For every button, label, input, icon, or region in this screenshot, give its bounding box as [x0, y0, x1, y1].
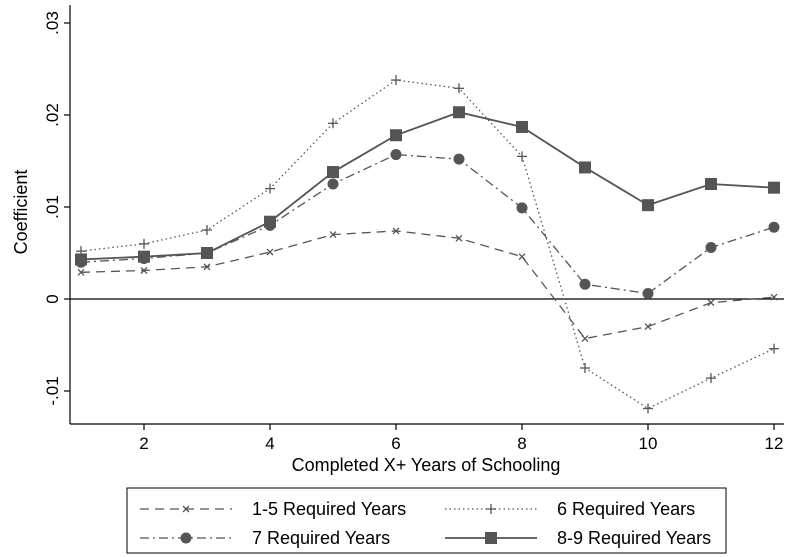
data-point — [707, 299, 715, 307]
data-point — [327, 178, 339, 190]
series-line — [80, 230, 775, 340]
y-tick-label: .01 — [43, 195, 62, 219]
y-tick-label: 0 — [43, 294, 62, 303]
data-point — [517, 151, 527, 162]
data-point — [768, 181, 780, 194]
data-point — [266, 248, 274, 256]
x-axis: 2 4 6 8 10 12 — [139, 424, 783, 453]
x-tick-label: 4 — [265, 434, 274, 453]
legend-label: 7 Required Years — [252, 528, 390, 548]
legend-entry: 6 Required Years — [445, 499, 695, 519]
series-line — [80, 79, 775, 410]
data-point — [453, 153, 465, 165]
x-axis-title: Completed X+ Years of Schooling — [292, 455, 561, 475]
legend-marker — [485, 532, 497, 544]
data-point — [203, 263, 211, 271]
data-point — [139, 238, 149, 249]
x-tick-label: 6 — [391, 434, 400, 453]
data-point — [579, 161, 591, 174]
data-point — [644, 323, 652, 331]
data-point — [579, 278, 591, 290]
legend-entry: 1-5 Required Years — [140, 499, 406, 519]
data-point — [454, 83, 464, 94]
data-point — [264, 215, 276, 228]
y-tick-label: .02 — [43, 103, 62, 127]
legend-marker — [182, 505, 190, 513]
data-point — [138, 250, 150, 263]
data-point — [642, 287, 654, 299]
data-point — [391, 75, 401, 86]
y-axis: -.01 0 .01 .02 .03 — [43, 11, 70, 406]
data-point — [705, 241, 717, 253]
data-point — [140, 267, 148, 274]
y-axis-title: Coefficient — [11, 170, 31, 255]
legend-marker — [486, 504, 496, 514]
series-line — [80, 153, 775, 295]
data-point — [327, 166, 339, 179]
legend-entry: 8-9 Required Years — [445, 528, 711, 548]
data-point — [642, 199, 654, 212]
data-point — [769, 343, 779, 354]
legend-label: 8-9 Required Years — [557, 528, 711, 548]
data-point — [580, 363, 590, 373]
plot-frame — [69, 5, 784, 425]
data-point — [328, 118, 338, 129]
data-point — [202, 225, 212, 235]
y-tick-label: .03 — [43, 11, 62, 35]
series-square — [75, 106, 780, 266]
data-point — [643, 403, 653, 414]
series-layer — [75, 75, 780, 414]
series-circle — [75, 149, 780, 299]
data-point — [392, 227, 400, 235]
data-point — [77, 268, 85, 276]
legend-entry: 7 Required Years — [140, 528, 390, 548]
data-point — [455, 234, 463, 242]
series-plus — [76, 75, 779, 414]
legend-box — [126, 487, 727, 554]
data-point — [453, 106, 465, 119]
data-point — [705, 178, 717, 190]
legend-label: 6 Required Years — [557, 499, 695, 519]
data-point — [516, 202, 528, 214]
data-point — [265, 183, 275, 194]
data-point — [770, 293, 778, 301]
data-point — [201, 247, 213, 259]
x-tick-label: 2 — [139, 434, 148, 453]
data-point — [329, 231, 337, 239]
series-x — [77, 227, 778, 343]
data-point — [390, 129, 402, 142]
data-point — [75, 253, 87, 266]
legend-marker — [180, 532, 192, 544]
x-tick-label: 8 — [517, 434, 526, 453]
data-point — [518, 253, 526, 261]
series-line — [80, 111, 775, 261]
x-tick-label: 10 — [639, 434, 658, 453]
data-point — [581, 335, 589, 343]
data-point — [768, 221, 780, 233]
data-point — [706, 373, 716, 384]
legend-label: 1-5 Required Years — [252, 499, 406, 519]
legend: 1-5 Required Years 6 Required Years 7 Requ… — [126, 487, 727, 554]
data-point — [390, 149, 402, 161]
y-tick-label: -.01 — [43, 376, 62, 405]
x-tick-label: 12 — [765, 434, 784, 453]
data-point — [516, 120, 528, 133]
